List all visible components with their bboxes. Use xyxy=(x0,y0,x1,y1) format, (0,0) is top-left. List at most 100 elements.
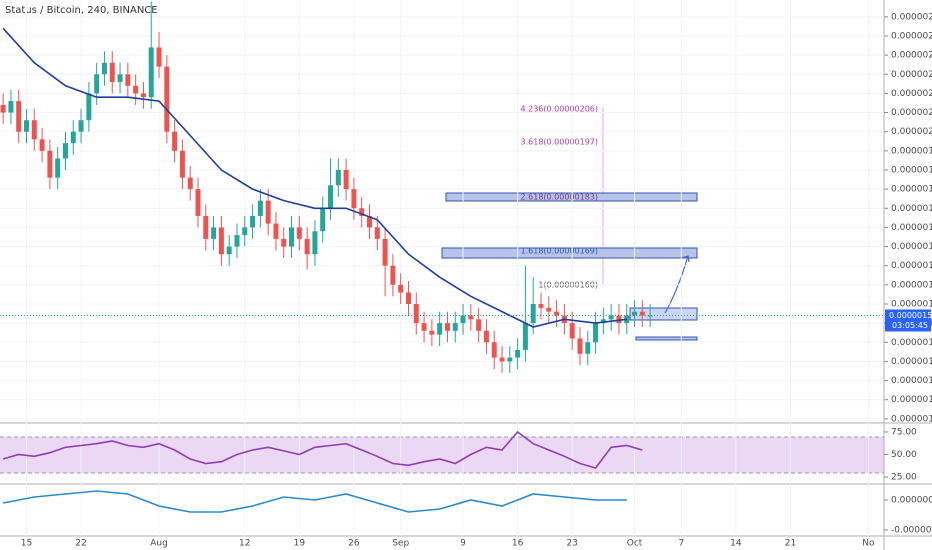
candle-body xyxy=(382,238,388,266)
candle-body xyxy=(569,323,575,339)
candle-body xyxy=(593,323,599,343)
y-tick-label: 0.00000175 xyxy=(891,223,932,233)
candle-body xyxy=(476,319,482,331)
rsi-line xyxy=(2,430,643,469)
fib-label: 2.618(0.00000183) xyxy=(521,193,599,202)
candle-body xyxy=(281,238,287,247)
y-tick-label: 0.00000185 xyxy=(891,185,932,195)
support-zone xyxy=(635,336,698,341)
y-tick-label: 0.00000205 xyxy=(891,108,932,118)
candle-body xyxy=(367,215,373,228)
candle-body xyxy=(156,47,162,67)
candle-body xyxy=(94,74,100,94)
candle-body xyxy=(296,227,302,239)
x-tick-label: 15 xyxy=(21,539,32,549)
rsi-tick-label: 50.00 xyxy=(891,450,917,460)
candle-body xyxy=(460,315,466,324)
range-zone xyxy=(629,307,698,321)
candle-body xyxy=(226,246,232,255)
candle-body xyxy=(257,200,263,216)
y-tick-label: 0.00000225 xyxy=(891,31,932,41)
candle-body xyxy=(78,120,84,132)
y-tick-label: 0.00000220 xyxy=(891,51,932,61)
x-tick-label: 7 xyxy=(678,539,684,549)
candle-body xyxy=(320,208,326,232)
candle-body xyxy=(172,131,178,151)
candle-body xyxy=(647,315,653,317)
candle-body xyxy=(328,185,334,209)
candle-body xyxy=(405,292,411,304)
candle-body xyxy=(164,66,170,132)
candle-body xyxy=(304,238,310,255)
candle-body xyxy=(507,357,513,362)
candle-body xyxy=(265,200,271,224)
y-tick-label: 0.00000155 xyxy=(891,299,932,309)
candle-body xyxy=(101,62,107,75)
candle-body xyxy=(515,349,521,358)
y-tick-label: 0.00000160 xyxy=(891,280,932,290)
candle-body xyxy=(554,311,560,316)
candle-body xyxy=(444,323,450,331)
candle-body xyxy=(234,235,240,247)
candle-body xyxy=(343,169,349,190)
candle-body xyxy=(390,265,396,285)
candle-body xyxy=(577,338,583,354)
x-tick-label: 12 xyxy=(239,539,250,549)
x-tick-label: No xyxy=(862,539,875,549)
candle-body xyxy=(195,189,201,216)
candle-body xyxy=(437,323,443,335)
candle-body xyxy=(351,189,357,209)
candle-body xyxy=(522,323,528,350)
fib-label: 1.618(0.00000169) xyxy=(521,247,599,256)
last-price-box xyxy=(885,309,931,332)
candle-body xyxy=(24,120,30,132)
x-tick-label: Aug xyxy=(150,539,168,549)
y-tick-label: 0.00000190 xyxy=(891,165,932,175)
candle-body xyxy=(632,311,638,316)
macd-line xyxy=(2,490,627,513)
x-tick-label: Sep xyxy=(392,539,409,549)
x-tick-label: 23 xyxy=(566,539,577,549)
target-zone xyxy=(445,192,698,202)
candle-body xyxy=(452,323,458,331)
y-tick-label: 0.00000170 xyxy=(891,242,932,252)
x-tick-label: 9 xyxy=(460,539,466,549)
candle-body xyxy=(148,47,154,98)
candle-body xyxy=(429,330,435,335)
candle-body xyxy=(616,315,622,324)
y-tick-label: 0.00000165 xyxy=(891,261,932,271)
candle-body xyxy=(413,303,419,324)
candle-body xyxy=(289,227,295,247)
candle-body xyxy=(0,104,6,113)
x-tick-label: 26 xyxy=(348,539,360,549)
candle-body xyxy=(16,101,22,132)
x-tick-label: 14 xyxy=(730,539,742,549)
candle-body xyxy=(546,307,552,312)
candle-body xyxy=(585,342,591,354)
candle-body xyxy=(538,303,544,308)
candle-body xyxy=(421,323,427,331)
candle-body xyxy=(312,231,318,255)
candle-body xyxy=(359,208,365,216)
macd-tick-label: 0.00000000 xyxy=(891,495,932,505)
candle-body xyxy=(133,85,139,94)
candle-body xyxy=(530,303,536,324)
candle-body xyxy=(600,319,606,324)
x-tick-label: 22 xyxy=(75,539,86,549)
candle-body xyxy=(218,227,224,255)
moving-average xyxy=(2,27,627,328)
y-tick-label: 0.00000230 xyxy=(891,12,932,22)
y-tick-label: 0.00000195 xyxy=(891,146,932,156)
candle-body xyxy=(483,330,489,343)
candle-body xyxy=(8,101,14,113)
candle-body xyxy=(499,357,505,362)
y-tick-label: 0.00000135 xyxy=(891,376,932,386)
candle-body xyxy=(242,227,248,236)
candle-body xyxy=(639,311,645,316)
candle-body xyxy=(109,62,115,82)
candle-body xyxy=(39,139,45,151)
candle-body xyxy=(273,223,279,239)
y-tick-label: 0.00000210 xyxy=(891,89,932,99)
rsi-tick-label: 75.00 xyxy=(891,427,917,437)
